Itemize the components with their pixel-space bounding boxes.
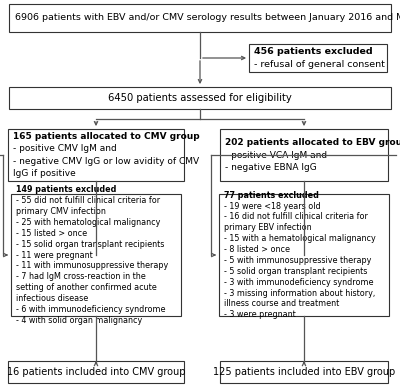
Text: - 6 with immunodeficiency syndrome: - 6 with immunodeficiency syndrome [16, 305, 166, 314]
Text: IgG if positive: IgG if positive [13, 169, 76, 178]
Bar [11, 194, 181, 316]
Text: 202 patients allocated to EBV group: 202 patients allocated to EBV group [225, 138, 400, 147]
Text: 77 patients excluded: 77 patients excluded [224, 191, 319, 200]
Text: - refusal of general consent: - refusal of general consent [254, 60, 385, 69]
Text: 16 patients included into CMV group: 16 patients included into CMV group [7, 367, 185, 377]
Bar [220, 129, 388, 181]
Text: - 25 with hematological malignancy: - 25 with hematological malignancy [16, 218, 160, 227]
Bar [9, 4, 391, 32]
Text: - negative EBNA IgG: - negative EBNA IgG [225, 163, 317, 172]
Text: 6906 patients with EBV and/or CMV serology results between January 2016 and Marc: 6906 patients with EBV and/or CMV serolo… [15, 14, 400, 23]
Bar [219, 194, 389, 316]
Text: - 3 with immunodeficiency syndrome: - 3 with immunodeficiency syndrome [224, 278, 374, 287]
Text: primary CMV infection: primary CMV infection [16, 207, 106, 216]
Bar [8, 361, 184, 383]
Bar [249, 44, 387, 72]
Text: - 15 solid organ transplant recipients: - 15 solid organ transplant recipients [16, 240, 164, 249]
Text: - positive VCA IgM and: - positive VCA IgM and [225, 151, 327, 160]
Text: setting of another confirmed acute: setting of another confirmed acute [16, 283, 157, 292]
Text: - 15 with a hematological malignancy: - 15 with a hematological malignancy [224, 234, 376, 243]
Text: - negative CMV IgG or low avidity of CMV: - negative CMV IgG or low avidity of CMV [13, 156, 199, 166]
Text: 149 patients excluded: 149 patients excluded [16, 185, 116, 194]
Text: infectious disease: infectious disease [16, 294, 88, 303]
Text: - 3 were pregnant: - 3 were pregnant [224, 310, 296, 319]
Text: 125 patients included into EBV group: 125 patients included into EBV group [213, 367, 395, 377]
Text: - 19 were <18 years old: - 19 were <18 years old [224, 202, 321, 211]
Text: 456 patients excluded: 456 patients excluded [254, 47, 373, 56]
Text: - 5 with immunosuppressive therapy: - 5 with immunosuppressive therapy [224, 256, 371, 265]
Text: - 55 did not fulfill clinical criteria for: - 55 did not fulfill clinical criteria f… [16, 196, 160, 205]
Text: - 3 missing information about history,: - 3 missing information about history, [224, 289, 375, 298]
Text: - 4 with solid organ malignancy: - 4 with solid organ malignancy [16, 316, 142, 325]
Text: - 11 with immunosuppressive therapy: - 11 with immunosuppressive therapy [16, 261, 168, 270]
Text: - 8 listed > once: - 8 listed > once [224, 245, 290, 254]
Text: - 5 solid organ transplant recipients: - 5 solid organ transplant recipients [224, 267, 367, 276]
Text: - 11 were pregnant: - 11 were pregnant [16, 251, 93, 260]
Text: illness course and treatment: illness course and treatment [224, 300, 339, 308]
Bar [9, 87, 391, 109]
Text: 6450 patients assessed for eligibility: 6450 patients assessed for eligibility [108, 93, 292, 103]
Text: - 15 listed > once: - 15 listed > once [16, 229, 87, 238]
Bar [8, 129, 184, 181]
Bar [220, 361, 388, 383]
Text: - 16 did not fulfill clinical criteria for: - 16 did not fulfill clinical criteria f… [224, 212, 368, 221]
Text: - 7 had IgM cross-reaction in the: - 7 had IgM cross-reaction in the [16, 272, 146, 281]
Text: - positive CMV IgM and: - positive CMV IgM and [13, 144, 117, 153]
Text: primary EBV infection: primary EBV infection [224, 223, 312, 232]
Text: 165 patients allocated to CMV group: 165 patients allocated to CMV group [13, 132, 200, 141]
